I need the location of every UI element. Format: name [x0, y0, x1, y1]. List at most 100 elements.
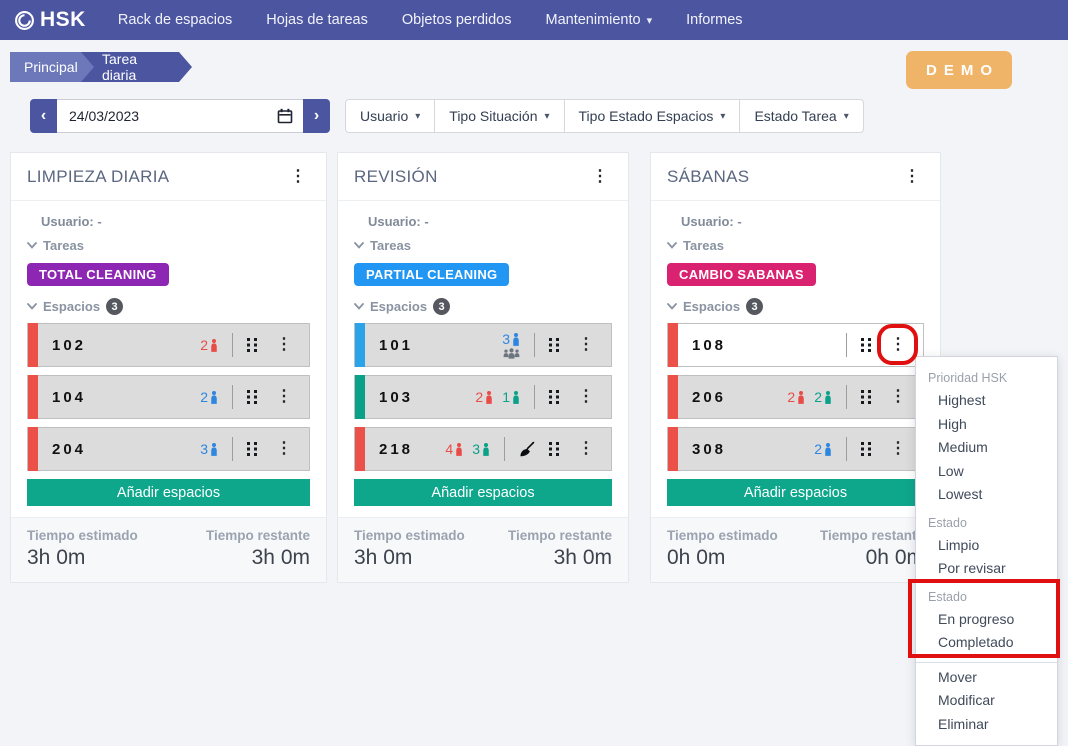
drag-handle-icon[interactable] — [246, 338, 259, 352]
room-status-stripe — [28, 375, 38, 419]
previous-day-button[interactable]: ‹ — [30, 99, 57, 133]
row-kebab-menu-icon[interactable]: ⋮ — [890, 388, 906, 405]
menu-item-medium[interactable]: Medium — [938, 439, 988, 455]
person-icon — [484, 390, 494, 405]
drag-handle-icon[interactable] — [548, 442, 561, 456]
person-icon — [823, 442, 833, 457]
menu-section-estado-1: Estado Limpio Por revisar — [916, 507, 1057, 581]
room-number: 108 — [692, 336, 727, 354]
row-divider — [846, 437, 847, 461]
row-kebab-menu-icon[interactable]: ⋮ — [276, 336, 292, 353]
row-kebab-menu-icon[interactable]: ⋮ — [276, 388, 292, 405]
drag-handle-icon[interactable] — [548, 338, 561, 352]
card-kebab-menu-icon[interactable]: ⋮ — [592, 167, 608, 185]
space-row-308[interactable]: 308 2 ⋮ — [667, 427, 924, 471]
menu-item-lowest[interactable]: Lowest — [938, 486, 983, 502]
nav-item-hojas-de-tareas[interactable]: Hojas de tareas — [266, 12, 368, 28]
espacios-count-badge: 3 — [746, 298, 764, 315]
drag-handle-icon[interactable] — [860, 442, 873, 456]
drag-handle-icon[interactable] — [860, 338, 873, 352]
drag-handle-icon[interactable] — [548, 390, 561, 404]
menu-item-modificar[interactable]: Modificar — [938, 692, 995, 708]
space-row-103[interactable]: 103 2 1 ⋮ — [354, 375, 612, 419]
row-divider — [534, 385, 535, 409]
nav-item-informes[interactable]: Informes — [686, 12, 743, 28]
estimated-time-label: Tiempo estimado — [27, 528, 138, 543]
app-logo[interactable]: HSK — [14, 8, 86, 32]
row-kebab-menu-icon-open[interactable]: ⋮ — [890, 336, 906, 353]
drag-handle-icon[interactable] — [246, 442, 259, 456]
tareas-toggle[interactable]: Tareas — [354, 238, 612, 253]
filter-tipo-situacion[interactable]: Tipo Situación ▾ — [434, 99, 565, 133]
occupancy-count: 3 — [472, 441, 491, 457]
menu-item-high[interactable]: High — [938, 415, 967, 432]
next-day-button[interactable]: › — [303, 99, 330, 133]
row-kebab-menu-icon[interactable]: ⋮ — [276, 440, 292, 457]
room-number: 308 — [692, 440, 727, 458]
menu-item-eliminar[interactable]: Eliminar — [938, 715, 989, 732]
add-spaces-button[interactable]: Añadir espacios — [354, 479, 612, 506]
menu-header: Estado — [928, 515, 967, 530]
space-row-102[interactable]: 102 2 ⋮ — [27, 323, 310, 367]
tareas-toggle[interactable]: Tareas — [27, 238, 310, 253]
person-icon — [209, 338, 219, 353]
menu-item-en-progreso[interactable]: En progreso — [938, 610, 1015, 627]
menu-item-completado[interactable]: Completado — [938, 634, 1014, 650]
card-kebab-menu-icon[interactable]: ⋮ — [904, 167, 920, 185]
breadcrumb-row: Principal Tarea diaria DEMO — [0, 40, 1068, 92]
date-input[interactable]: 24/03/2023 — [57, 99, 303, 133]
occupancy-count: 2 — [814, 389, 833, 405]
menu-item-mover[interactable]: Mover — [938, 668, 977, 685]
filter-usuario[interactable]: Usuario ▾ — [345, 99, 436, 133]
menu-item-por-revisar[interactable]: Por revisar — [938, 560, 1006, 576]
row-kebab-menu-icon[interactable]: ⋮ — [578, 440, 594, 457]
calendar-icon[interactable] — [277, 108, 293, 124]
row-kebab-menu-icon[interactable]: ⋮ — [578, 336, 594, 353]
space-row-206[interactable]: 206 2 2 ⋮ — [667, 375, 924, 419]
occupancy-count: 2 — [787, 389, 806, 405]
row-kebab-menu-icon[interactable]: ⋮ — [578, 388, 594, 405]
chevron-down-icon — [354, 242, 364, 249]
card-footer: Tiempo estimado Tiempo restante 3h 0m 3h… — [11, 517, 326, 582]
space-row-108[interactable]: 108 ⋮ — [667, 323, 924, 367]
estimated-time-label: Tiempo estimado — [354, 528, 465, 543]
filter-tipo-estado-espacios[interactable]: Tipo Estado Espacios ▾ — [563, 99, 741, 133]
person-icon — [481, 442, 491, 457]
space-row-104[interactable]: 104 2 ⋮ — [27, 375, 310, 419]
caret-down-icon: ▾ — [415, 110, 421, 122]
menu-item-limpio[interactable]: Limpio — [938, 536, 980, 553]
filter-estado-tarea[interactable]: Estado Tarea ▾ — [739, 99, 864, 133]
occupancy-count: 2 — [200, 337, 219, 353]
brand-name: HSK — [40, 8, 86, 31]
card-kebab-menu-icon[interactable]: ⋮ — [290, 167, 306, 185]
espacios-count-badge: 3 — [433, 298, 451, 315]
add-spaces-button[interactable]: Añadir espacios — [667, 479, 924, 506]
nav-item-mantenimiento[interactable]: Mantenimiento ▾ — [545, 12, 653, 28]
space-row-101[interactable]: 101 3 ⋮ — [354, 323, 612, 367]
breadcrumb-principal[interactable]: Principal — [10, 52, 94, 82]
row-divider — [846, 333, 847, 357]
room-number: 218 — [379, 440, 414, 458]
espacios-toggle[interactable]: Espacios 3 — [354, 298, 612, 315]
row-divider — [232, 437, 233, 461]
menu-item-highest[interactable]: Highest — [938, 392, 986, 408]
card-title: SÁBANAS — [667, 166, 750, 186]
menu-header: Prioridad HSK — [928, 371, 1008, 385]
space-row-218[interactable]: 218 4 3 ⋮ — [354, 427, 612, 471]
row-kebab-menu-icon[interactable]: ⋮ — [890, 440, 906, 457]
espacios-toggle[interactable]: Espacios 3 — [667, 298, 924, 315]
tareas-toggle[interactable]: Tareas — [667, 238, 924, 253]
space-row-204[interactable]: 204 3 ⋮ — [27, 427, 310, 471]
nav-item-objetos-perdidos[interactable]: Objetos perdidos — [401, 12, 512, 28]
menu-item-low[interactable]: Low — [938, 462, 964, 479]
task-card-revision: REVISIÓN ⋮ Usuario: - Tareas PARTIAL CLE… — [337, 152, 629, 583]
remaining-time-label: Tiempo restante — [507, 528, 612, 543]
card-footer: Tiempo estimado Tiempo restante 3h 0m 3h… — [338, 517, 628, 582]
nav-item-rack-de-espacios[interactable]: Rack de espacios — [117, 12, 233, 28]
breadcrumb-tarea-diaria[interactable]: Tarea diaria — [80, 52, 192, 82]
drag-handle-icon[interactable] — [860, 390, 873, 404]
add-spaces-button[interactable]: Añadir espacios — [27, 479, 310, 506]
espacios-toggle[interactable]: Espacios 3 — [27, 298, 310, 315]
drag-handle-icon[interactable] — [246, 390, 259, 404]
caret-down-icon: ▾ — [720, 110, 726, 122]
